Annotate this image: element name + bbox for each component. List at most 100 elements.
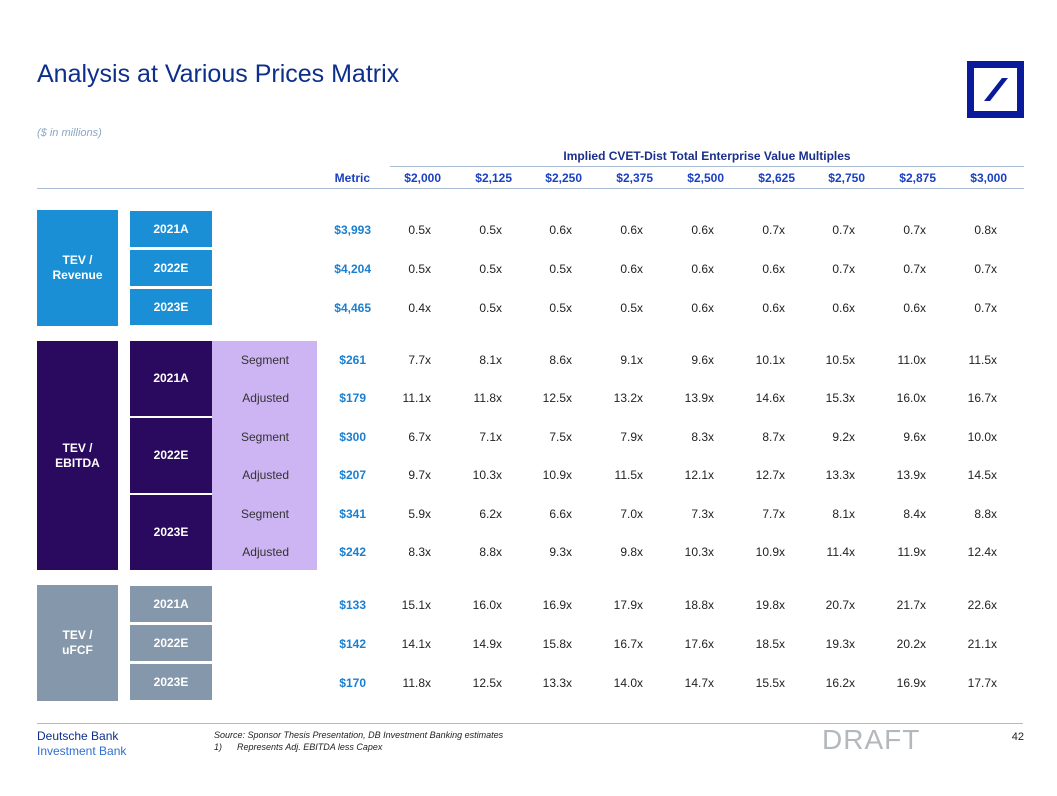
brand-division: Investment Bank bbox=[37, 744, 127, 758]
ebitda-year-block: 2022E bbox=[130, 418, 212, 493]
tev-ufcf-block: TEV / uFCF bbox=[37, 585, 118, 701]
revenue-multiple-cell: 0.6x bbox=[691, 301, 714, 315]
revenue-multiple-cell: 0.5x bbox=[479, 262, 502, 276]
ebitda-multiple-cell: 9.3x bbox=[549, 545, 572, 559]
page-number: 42 bbox=[1011, 731, 1024, 743]
footer-divider bbox=[37, 723, 1023, 724]
source-note: Source: Sponsor Thesis Presentation, DB … bbox=[214, 730, 504, 740]
ufcf-multiple-cell: 16.0x bbox=[472, 598, 502, 612]
price-column-header: $2,000 bbox=[404, 171, 441, 185]
revenue-metric-value: $4,204 bbox=[334, 262, 371, 276]
ebitda-multiple-cell: 8.8x bbox=[974, 506, 997, 521]
metric-column-header: Metric bbox=[334, 171, 370, 185]
ufcf-multiple-cell: 13.3x bbox=[542, 676, 572, 690]
ebitda-multiple-cell: 12.7x bbox=[755, 468, 785, 483]
price-column-header: $2,250 bbox=[545, 171, 582, 185]
ebitda-multiple-cell: 8.8x bbox=[479, 545, 502, 559]
ufcf-multiple-cell: 14.1x bbox=[401, 637, 431, 651]
revenue-year-block: 2022E bbox=[130, 250, 212, 286]
ufcf-multiple-cell: 14.0x bbox=[613, 676, 643, 690]
ebitda-multiple-cell: 10.0x bbox=[967, 429, 997, 444]
deutsche-bank-logo bbox=[967, 61, 1024, 118]
ebitda-type-label: Segment bbox=[240, 429, 289, 444]
ufcf-multiple-cell: 16.9x bbox=[896, 676, 926, 690]
revenue-multiple-cell: 0.5x bbox=[408, 223, 431, 237]
ebitda-multiple-cell: 6.6x bbox=[549, 506, 572, 521]
revenue-multiple-cell: 0.6x bbox=[620, 223, 643, 237]
brand-name: Deutsche Bank bbox=[37, 729, 119, 743]
ebitda-metric-value: $179 bbox=[339, 391, 366, 406]
revenue-multiple-cell: 0.7x bbox=[832, 262, 855, 276]
ufcf-multiple-cell: 21.1x bbox=[967, 637, 997, 651]
price-column-header: $2,125 bbox=[475, 171, 512, 185]
revenue-multiple-cell: 0.7x bbox=[903, 262, 926, 276]
ebitda-year-block: 2023E bbox=[130, 495, 212, 570]
ufcf-multiple-cell: 16.2x bbox=[825, 676, 855, 690]
ufcf-multiple-cell: 18.5x bbox=[755, 637, 785, 651]
ebitda-multiple-cell: 12.4x bbox=[967, 545, 997, 559]
ebitda-multiple-cell: 9.1x bbox=[620, 353, 643, 367]
ebitda-multiple-cell: 8.7x bbox=[762, 429, 785, 444]
ebitda-multiple-cell: 8.3x bbox=[408, 545, 431, 559]
ebitda-multiple-cell: 7.5x bbox=[549, 429, 572, 444]
page-title: Analysis at Various Prices Matrix bbox=[37, 60, 400, 88]
ebitda-multiple-cell: 10.3x bbox=[472, 468, 502, 483]
ufcf-multiple-cell: 21.7x bbox=[896, 598, 926, 612]
revenue-year-block: 2021A bbox=[130, 211, 212, 247]
revenue-multiple-cell: 0.5x bbox=[620, 301, 643, 315]
revenue-multiple-cell: 0.5x bbox=[549, 301, 572, 315]
ufcf-multiple-cell: 15.5x bbox=[755, 676, 785, 690]
ebitda-multiple-cell: 9.6x bbox=[903, 429, 926, 444]
ebitda-multiple-cell: 16.7x bbox=[967, 391, 997, 406]
revenue-multiple-cell: 0.6x bbox=[691, 223, 714, 237]
ebitda-multiple-cell: 12.5x bbox=[542, 391, 572, 406]
price-column-header: $2,500 bbox=[687, 171, 724, 185]
ufcf-multiple-cell: 19.3x bbox=[825, 637, 855, 651]
revenue-multiple-cell: 0.6x bbox=[762, 262, 785, 276]
ufcf-multiple-cell: 22.6x bbox=[967, 598, 997, 612]
ebitda-multiple-cell: 13.9x bbox=[684, 391, 714, 406]
ebitda-multiple-cell: 11.5x bbox=[614, 468, 643, 483]
ufcf-year-block: 2021A bbox=[130, 586, 212, 622]
price-column-header: $2,375 bbox=[616, 171, 653, 185]
ebitda-multiple-cell: 14.5x bbox=[967, 468, 997, 483]
revenue-multiple-cell: 0.6x bbox=[762, 301, 785, 315]
revenue-multiple-cell: 0.7x bbox=[974, 301, 997, 315]
ufcf-multiple-cell: 18.8x bbox=[684, 598, 714, 612]
ebitda-multiple-cell: 10.5x bbox=[825, 353, 855, 367]
ebitda-type-label: Adjusted bbox=[242, 391, 289, 406]
ebitda-multiple-cell: 11.1x bbox=[402, 391, 431, 406]
ebitda-multiple-cell: 13.9x bbox=[896, 468, 926, 483]
ebitda-type-label: Adjusted bbox=[242, 468, 289, 483]
revenue-multiple-cell: 0.5x bbox=[479, 223, 502, 237]
ebitda-multiple-cell: 15.3x bbox=[825, 391, 855, 406]
revenue-multiple-cell: 0.6x bbox=[549, 223, 572, 237]
revenue-multiple-cell: 0.7x bbox=[832, 223, 855, 237]
ufcf-multiple-cell: 20.7x bbox=[825, 598, 855, 612]
ebitda-multiple-cell: 10.9x bbox=[755, 545, 785, 559]
revenue-multiple-cell: 0.5x bbox=[479, 301, 502, 315]
ebitda-metric-value: $207 bbox=[339, 468, 366, 483]
price-column-header: $3,000 bbox=[970, 171, 1007, 185]
multiples-group-title: Implied CVET-Dist Total Enterprise Value… bbox=[563, 149, 851, 163]
tev-ebitda-block-label: TEV / EBITDA bbox=[55, 440, 100, 470]
ebitda-multiple-cell: 8.4x bbox=[903, 506, 926, 521]
ebitda-multiple-cell: 7.7x bbox=[762, 506, 785, 521]
revenue-multiple-cell: 0.7x bbox=[903, 223, 926, 237]
ufcf-metric-value: $170 bbox=[339, 676, 366, 690]
ebitda-metric-value: $341 bbox=[339, 506, 366, 521]
ufcf-multiple-cell: 19.8x bbox=[755, 598, 785, 612]
ufcf-metric-value: $133 bbox=[339, 598, 366, 612]
tev-ufcf-block-label: TEV / uFCF bbox=[62, 628, 93, 657]
ebitda-multiple-cell: 7.9x bbox=[620, 429, 643, 444]
ufcf-year-block: 2023E bbox=[130, 664, 212, 700]
ebitda-multiple-cell: 7.7x bbox=[408, 353, 431, 367]
ebitda-multiple-cell: 11.4x bbox=[826, 545, 855, 559]
ufcf-multiple-cell: 14.9x bbox=[472, 637, 502, 651]
ufcf-year-block: 2022E bbox=[130, 625, 212, 661]
ebitda-multiple-cell: 11.0x bbox=[897, 353, 926, 367]
ebitda-multiple-cell: 9.7x bbox=[408, 468, 431, 483]
footnote-text: Represents Adj. EBITDA less Capex bbox=[237, 742, 383, 752]
price-column-header: $2,875 bbox=[899, 171, 936, 185]
ebitda-multiple-cell: 6.7x bbox=[408, 429, 431, 444]
